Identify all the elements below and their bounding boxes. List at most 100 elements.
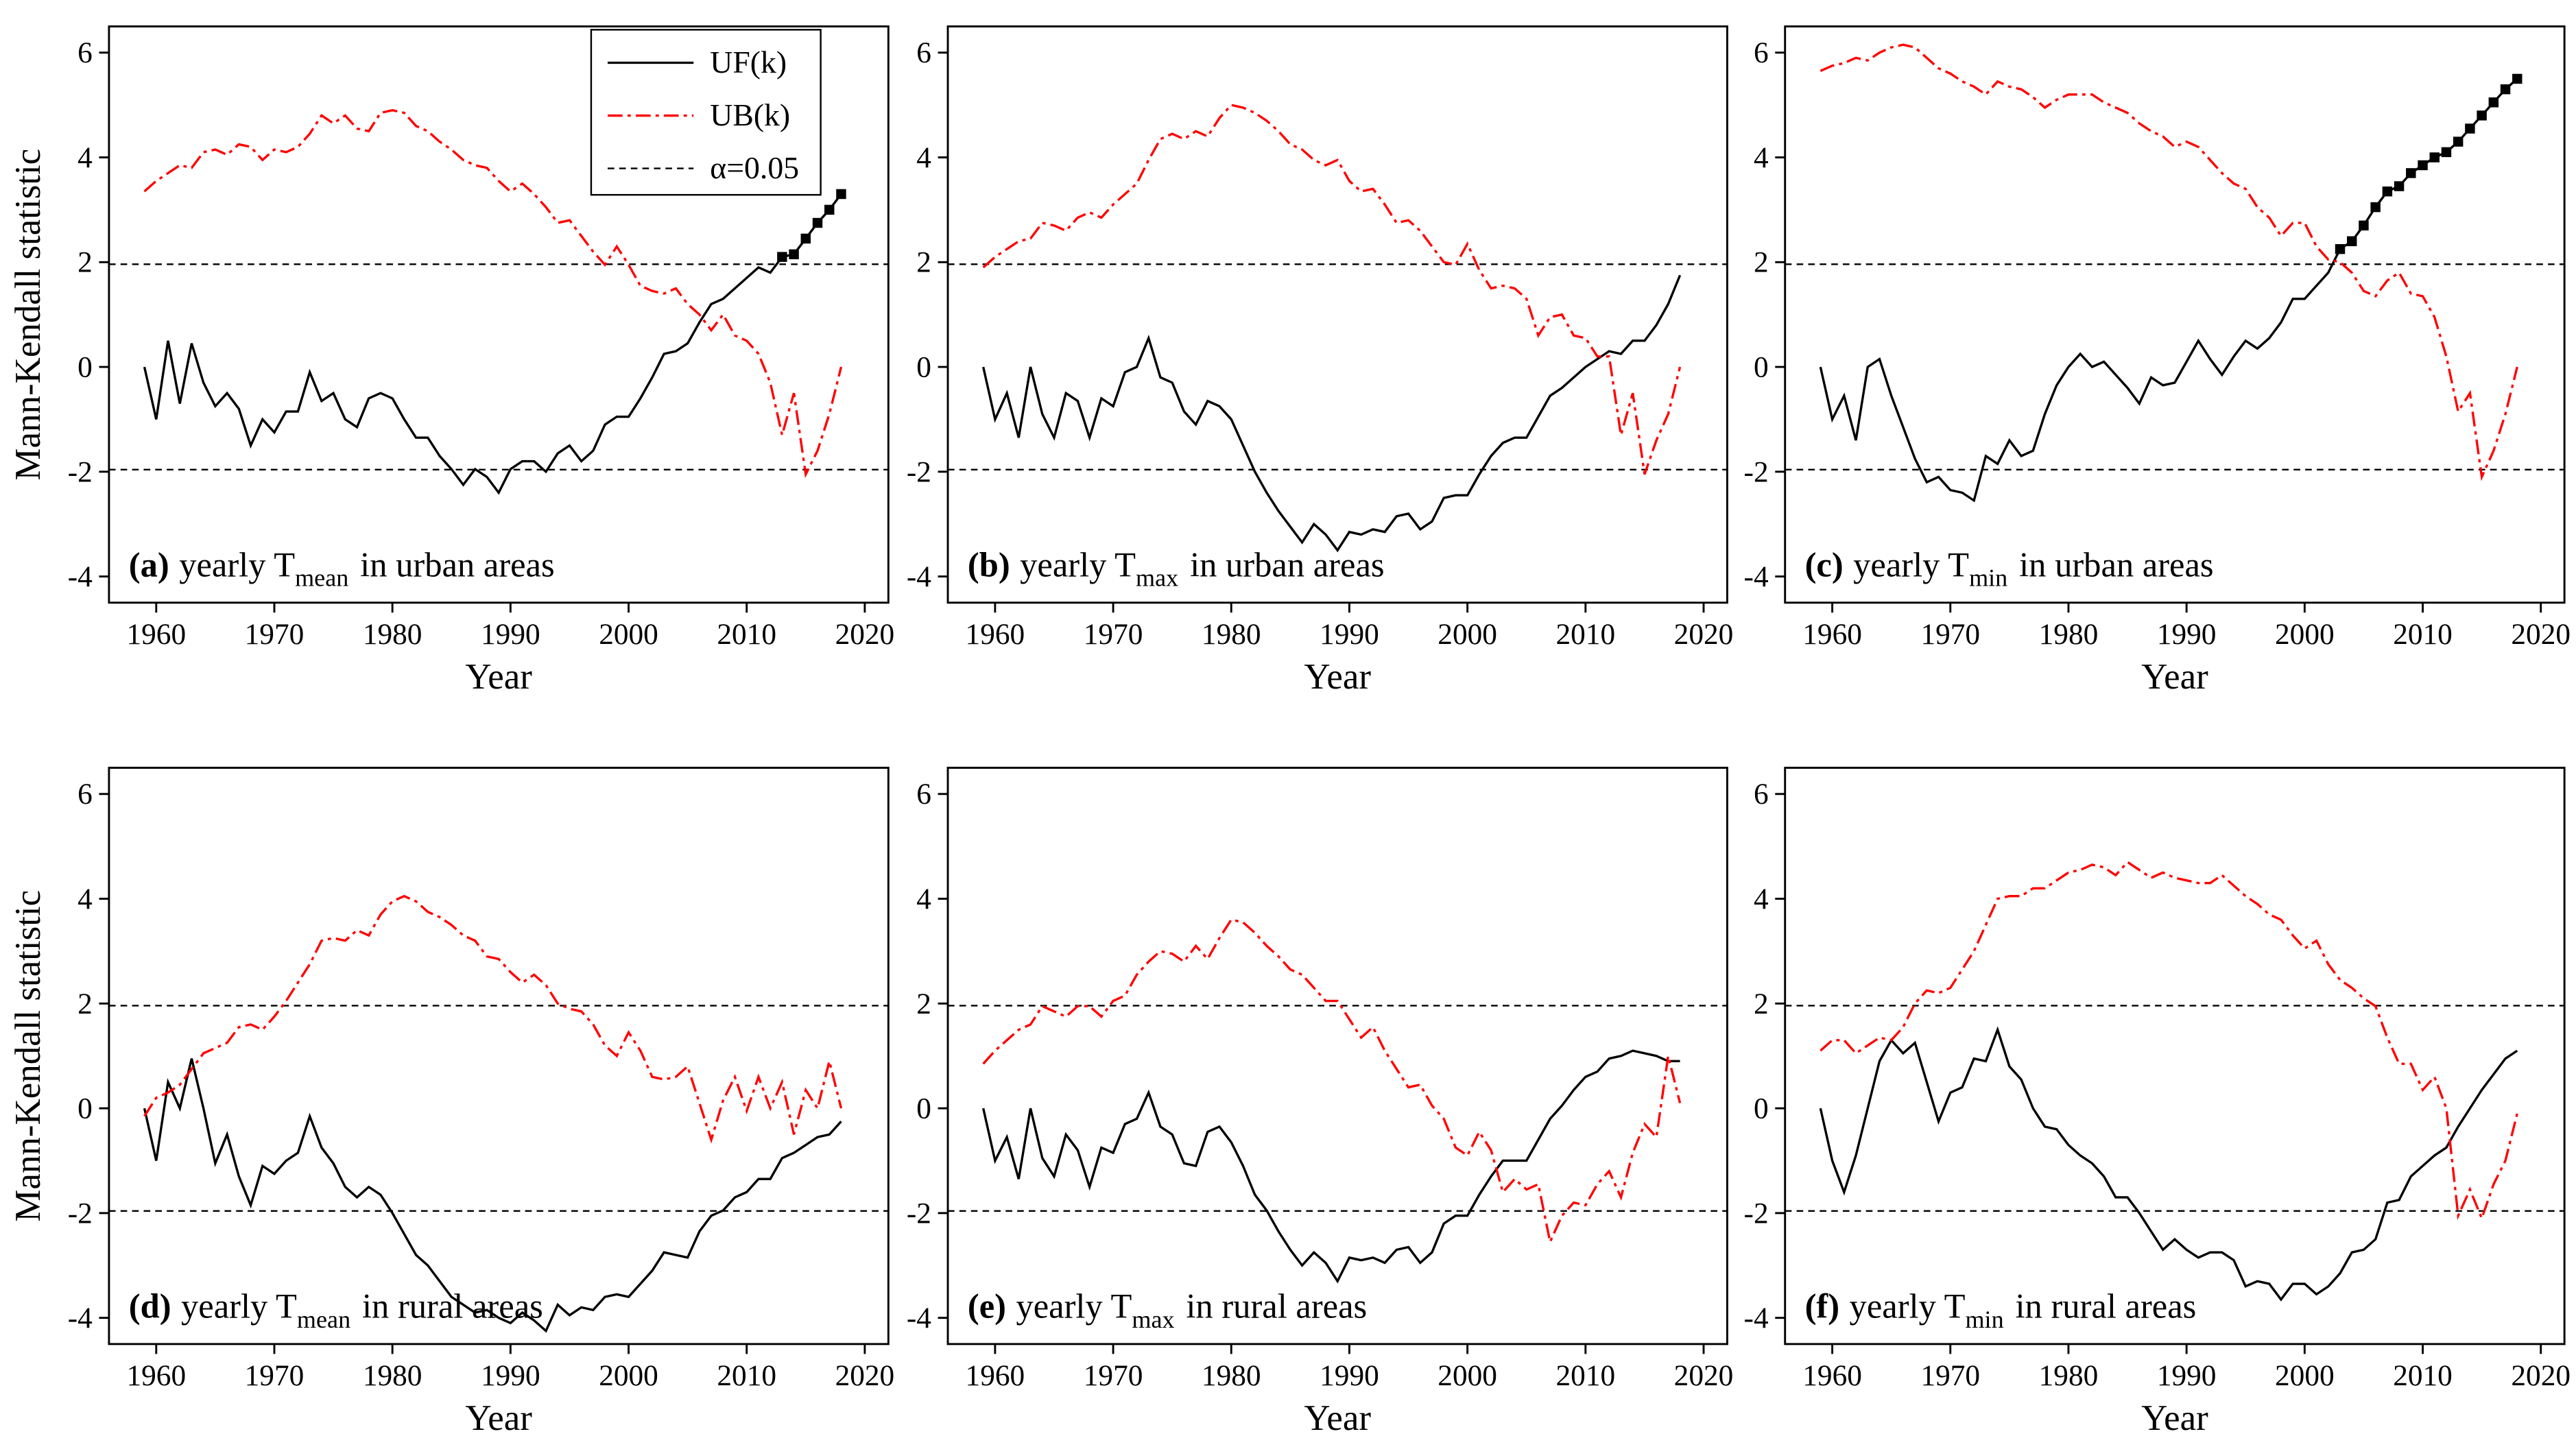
panel-title-sub: max [1136, 564, 1178, 592]
significant-marker [777, 252, 787, 262]
panel-title: (c) yearly Tmin in urban areas [1805, 545, 2214, 591]
y-tick-label: 6 [916, 36, 931, 69]
x-tick-label: 2020 [1674, 1359, 1734, 1392]
panel-label: (c) [1805, 545, 1844, 584]
panel-title-text: yearly T [179, 545, 295, 584]
x-tick-label: 2000 [2275, 1359, 2335, 1392]
y-tick-label: 0 [916, 351, 931, 384]
x-tick-label: 1970 [245, 1359, 305, 1392]
y-tick-label: -4 [907, 1302, 931, 1335]
x-tick-label: 1990 [2157, 1359, 2217, 1392]
legend-box [590, 29, 822, 196]
plot-frame [946, 767, 1728, 1346]
significant-marker [2512, 73, 2523, 84]
plot-frame [946, 25, 1728, 604]
significant-marker [2488, 97, 2499, 108]
series-line [1820, 860, 2518, 1222]
panel-title-rest: in rural areas [1186, 1287, 1367, 1325]
panel-label: (a) [129, 545, 169, 584]
panel-title-rest: in rural areas [362, 1287, 543, 1325]
significant-marker [2382, 186, 2393, 197]
x-tick-label: 1980 [1202, 618, 1261, 651]
significant-marker [2370, 202, 2381, 213]
y-tick-label: 4 [916, 141, 931, 174]
x-tick-label: 1980 [363, 618, 422, 651]
panel-label: (f) [1805, 1287, 1840, 1325]
x-tick-label: 1970 [1084, 618, 1143, 651]
x-tick-label: 1960 [966, 618, 1025, 651]
y-tick-label: 2 [1754, 988, 1769, 1020]
series-line [982, 274, 1682, 553]
plot-frame [1784, 767, 2566, 1346]
y-tick-label: -2 [68, 455, 93, 488]
x-tick-label: 1960 [1802, 1359, 1862, 1392]
y-tick-label: 2 [1754, 246, 1769, 279]
series-line [143, 894, 843, 1144]
y-tick-label: -2 [907, 1197, 931, 1230]
panel-title: (e) yearly Tmax in rural areas [968, 1287, 1367, 1332]
panel: -4 -2 0 2 4 6 1960 1970 1980 1990 2000 2010 2020 Year… [8, 25, 894, 697]
x-tick-label: 2000 [1438, 1359, 1497, 1392]
y-tick-label: 2 [77, 988, 93, 1020]
panel-title-sub: max [1132, 1306, 1174, 1333]
y-tick-label: -4 [1744, 1302, 1769, 1335]
series-line [982, 104, 1682, 475]
panel-title-text: yearly T [1853, 545, 1969, 584]
y-tick-label: -4 [68, 560, 93, 593]
significant-marker [2406, 168, 2416, 178]
panel-title-rest: in urban areas [1190, 545, 1385, 584]
significant-marker [2346, 236, 2357, 246]
y-axis-label: Mann-Kendall statistic [8, 149, 48, 481]
y-tick-label: 4 [1754, 141, 1769, 174]
x-axis-label: Year [465, 657, 532, 697]
series-line [143, 109, 843, 479]
y-tick-label: -2 [1744, 1197, 1769, 1230]
x-axis-label: Year [2141, 657, 2208, 697]
x-tick-label: 1970 [1084, 1359, 1143, 1392]
x-tick-label: 1980 [363, 1359, 422, 1392]
x-tick-label: 1980 [2039, 1359, 2099, 1392]
panel-title: (a) yearly Tmean in urban areas [129, 545, 555, 591]
significant-marker [2359, 220, 2369, 231]
series-line [143, 193, 842, 495]
panel-title-sub: mean [297, 1306, 350, 1333]
panel-title-text: yearly T [1016, 1287, 1132, 1325]
x-tick-label: 1960 [126, 618, 186, 651]
y-tick-label: 0 [916, 1092, 931, 1125]
x-tick-label: 1960 [966, 1359, 1025, 1392]
y-tick-label: 2 [916, 988, 931, 1020]
x-tick-label: 2020 [1674, 618, 1734, 651]
legend: UF(k) UB(k) α=0.05 [590, 29, 822, 196]
y-tick-label: 2 [916, 246, 931, 279]
legend-label: UB(k) [710, 97, 790, 132]
x-tick-label: 1990 [2157, 618, 2217, 651]
panel-title: (d) yearly Tmean in rural areas [129, 1287, 543, 1332]
x-tick-label: 1990 [481, 618, 540, 651]
significant-marker [800, 233, 811, 244]
y-tick-label: 0 [77, 351, 93, 384]
y-tick-label: 6 [916, 778, 931, 811]
x-tick-label: 2020 [2511, 1359, 2571, 1392]
panel: -4 -2 0 2 4 6 1960 1970 1980 1990 2000 2010 2020 Year… [907, 25, 1734, 697]
panel-label: (b) [968, 545, 1010, 584]
panel-title-text: yearly T [181, 1287, 297, 1325]
significant-marker [2441, 147, 2452, 158]
significant-marker [2477, 110, 2487, 121]
y-tick-label: -4 [907, 560, 931, 593]
legend-label: α=0.05 [710, 150, 799, 185]
y-tick-label: 4 [916, 883, 931, 916]
x-tick-label: 1990 [1320, 1359, 1379, 1392]
x-tick-label: 1980 [1202, 1359, 1261, 1392]
significant-marker [824, 204, 835, 215]
series-line [982, 1049, 1680, 1284]
panel: -4 -2 0 2 4 6 1960 1970 1980 1990 2000 2010 2020 Year… [1744, 25, 2571, 697]
x-tick-label: 1960 [126, 1359, 186, 1392]
x-tick-label: 1980 [2039, 618, 2099, 651]
y-tick-label: 4 [1754, 883, 1769, 916]
x-tick-label: 2010 [1555, 1359, 1615, 1392]
panel-label: (e) [968, 1287, 1006, 1325]
legend-label: UF(k) [710, 45, 787, 80]
panel: -4 -2 0 2 4 6 1960 1970 1980 1990 2000 2010 2020 Year… [1744, 767, 2571, 1438]
series-line [1820, 43, 2518, 481]
